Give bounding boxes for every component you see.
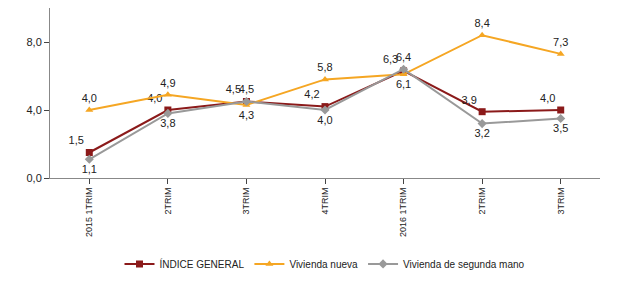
svg-text:2015 1TRIM: 2015 1TRIM <box>84 188 94 238</box>
svg-text:2016 1TRIM: 2016 1TRIM <box>398 188 408 238</box>
svg-text:1,1: 1,1 <box>82 163 97 175</box>
svg-text:4,2: 4,2 <box>304 88 319 100</box>
svg-text:3,2: 3,2 <box>474 127 489 139</box>
svg-text:6,1: 6,1 <box>396 78 411 90</box>
svg-text:2TRIM: 2TRIM <box>163 188 173 215</box>
svg-text:4TRIM: 4TRIM <box>320 188 330 215</box>
svg-text:6,3: 6,3 <box>383 53 398 65</box>
svg-text:6,4: 6,4 <box>396 51 411 63</box>
svg-text:4,5: 4,5 <box>226 83 241 95</box>
svg-text:4,0: 4,0 <box>317 114 332 126</box>
svg-text:7,3: 7,3 <box>553 36 568 48</box>
svg-text:Vivienda de segunda mano: Vivienda de segunda mano <box>403 259 524 270</box>
svg-text:8,0: 8,0 <box>27 36 42 48</box>
svg-text:3,8: 3,8 <box>160 117 175 129</box>
svg-text:3,5: 3,5 <box>553 122 568 134</box>
svg-text:2TRIM: 2TRIM <box>477 188 487 215</box>
svg-text:4,0: 4,0 <box>540 92 555 104</box>
svg-text:4,9: 4,9 <box>160 77 175 89</box>
svg-text:4,5: 4,5 <box>239 83 254 95</box>
svg-text:Vivienda nueva: Vivienda nueva <box>289 259 358 270</box>
svg-text:5,8: 5,8 <box>317 61 332 73</box>
svg-text:ÍNDICE GENERAL: ÍNDICE GENERAL <box>160 258 245 270</box>
svg-text:3TRIM: 3TRIM <box>556 188 566 215</box>
svg-text:1,5: 1,5 <box>69 134 84 146</box>
svg-text:3TRIM: 3TRIM <box>241 188 251 215</box>
svg-text:4,0: 4,0 <box>27 104 42 116</box>
svg-text:3,9: 3,9 <box>461 94 476 106</box>
svg-text:4,0: 4,0 <box>147 92 162 104</box>
svg-text:4,3: 4,3 <box>239 109 254 121</box>
svg-text:8,4: 8,4 <box>474 17 489 29</box>
svg-text:4,0: 4,0 <box>82 92 97 104</box>
svg-text:0,0: 0,0 <box>27 172 42 184</box>
